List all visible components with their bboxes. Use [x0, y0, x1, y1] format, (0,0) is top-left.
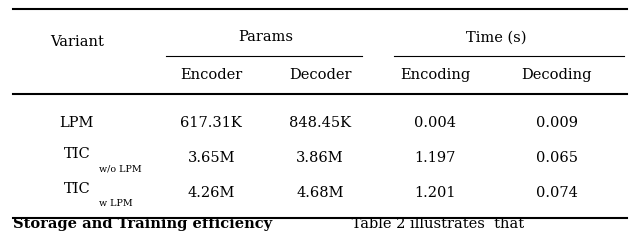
Text: TIC: TIC	[63, 182, 90, 196]
Text: 0.004: 0.004	[414, 116, 456, 130]
Text: Table 2 illustrates  that: Table 2 illustrates that	[347, 217, 524, 231]
Text: w/o LPM: w/o LPM	[99, 164, 142, 173]
Text: 1.201: 1.201	[415, 186, 456, 200]
Text: LPM: LPM	[60, 116, 94, 130]
Text: TIC: TIC	[63, 147, 90, 161]
Text: Variant: Variant	[50, 35, 104, 49]
Text: Params: Params	[238, 30, 293, 44]
Text: 848.45K: 848.45K	[289, 116, 351, 130]
Text: 1.197: 1.197	[415, 151, 456, 165]
Text: 0.065: 0.065	[536, 151, 578, 165]
Text: 617.31K: 617.31K	[180, 116, 242, 130]
Text: 3.86M: 3.86M	[296, 151, 344, 165]
Text: 3.65M: 3.65M	[188, 151, 235, 165]
Text: 4.26M: 4.26M	[188, 186, 235, 200]
Text: 0.009: 0.009	[536, 116, 578, 130]
Text: 4.68M: 4.68M	[296, 186, 344, 200]
Text: Time (s): Time (s)	[466, 30, 526, 44]
Text: w LPM: w LPM	[99, 199, 133, 208]
Text: Encoder: Encoder	[180, 68, 243, 82]
Text: 0.074: 0.074	[536, 186, 578, 200]
Text: Decoding: Decoding	[522, 68, 592, 82]
Text: Encoding: Encoding	[400, 68, 470, 82]
Text: Storage and Training efficiency: Storage and Training efficiency	[13, 217, 272, 231]
Text: Decoder: Decoder	[289, 68, 351, 82]
